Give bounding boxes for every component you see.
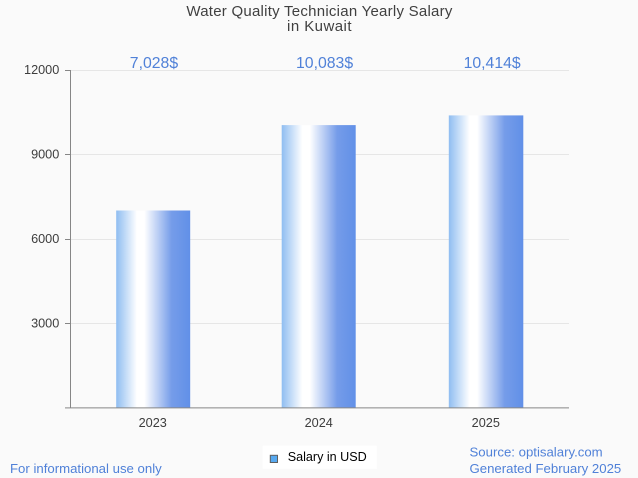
svg-text:9000: 9000 xyxy=(31,148,59,162)
svg-text:2023: 2023 xyxy=(139,416,167,430)
svg-text:For informational use only: For informational use only xyxy=(10,461,162,476)
svg-text:10,083$: 10,083$ xyxy=(296,55,353,72)
svg-text:Source: optisalary.com: Source: optisalary.com xyxy=(470,444,603,459)
svg-text:7,028$: 7,028$ xyxy=(130,55,179,72)
svg-text:2024: 2024 xyxy=(305,416,333,430)
svg-text:in Kuwait: in Kuwait xyxy=(287,18,352,35)
svg-text:Salary in USD: Salary in USD xyxy=(288,450,367,464)
svg-text:Generated February 2025: Generated February 2025 xyxy=(470,461,622,476)
svg-text:2025: 2025 xyxy=(472,416,500,430)
svg-text:10,414$: 10,414$ xyxy=(464,55,521,72)
svg-text:12000: 12000 xyxy=(24,63,59,77)
svg-text:3000: 3000 xyxy=(31,316,59,330)
svg-text:6000: 6000 xyxy=(31,232,59,246)
svg-text:Water Quality Technician Yearl: Water Quality Technician Yearly Salary xyxy=(186,3,453,20)
